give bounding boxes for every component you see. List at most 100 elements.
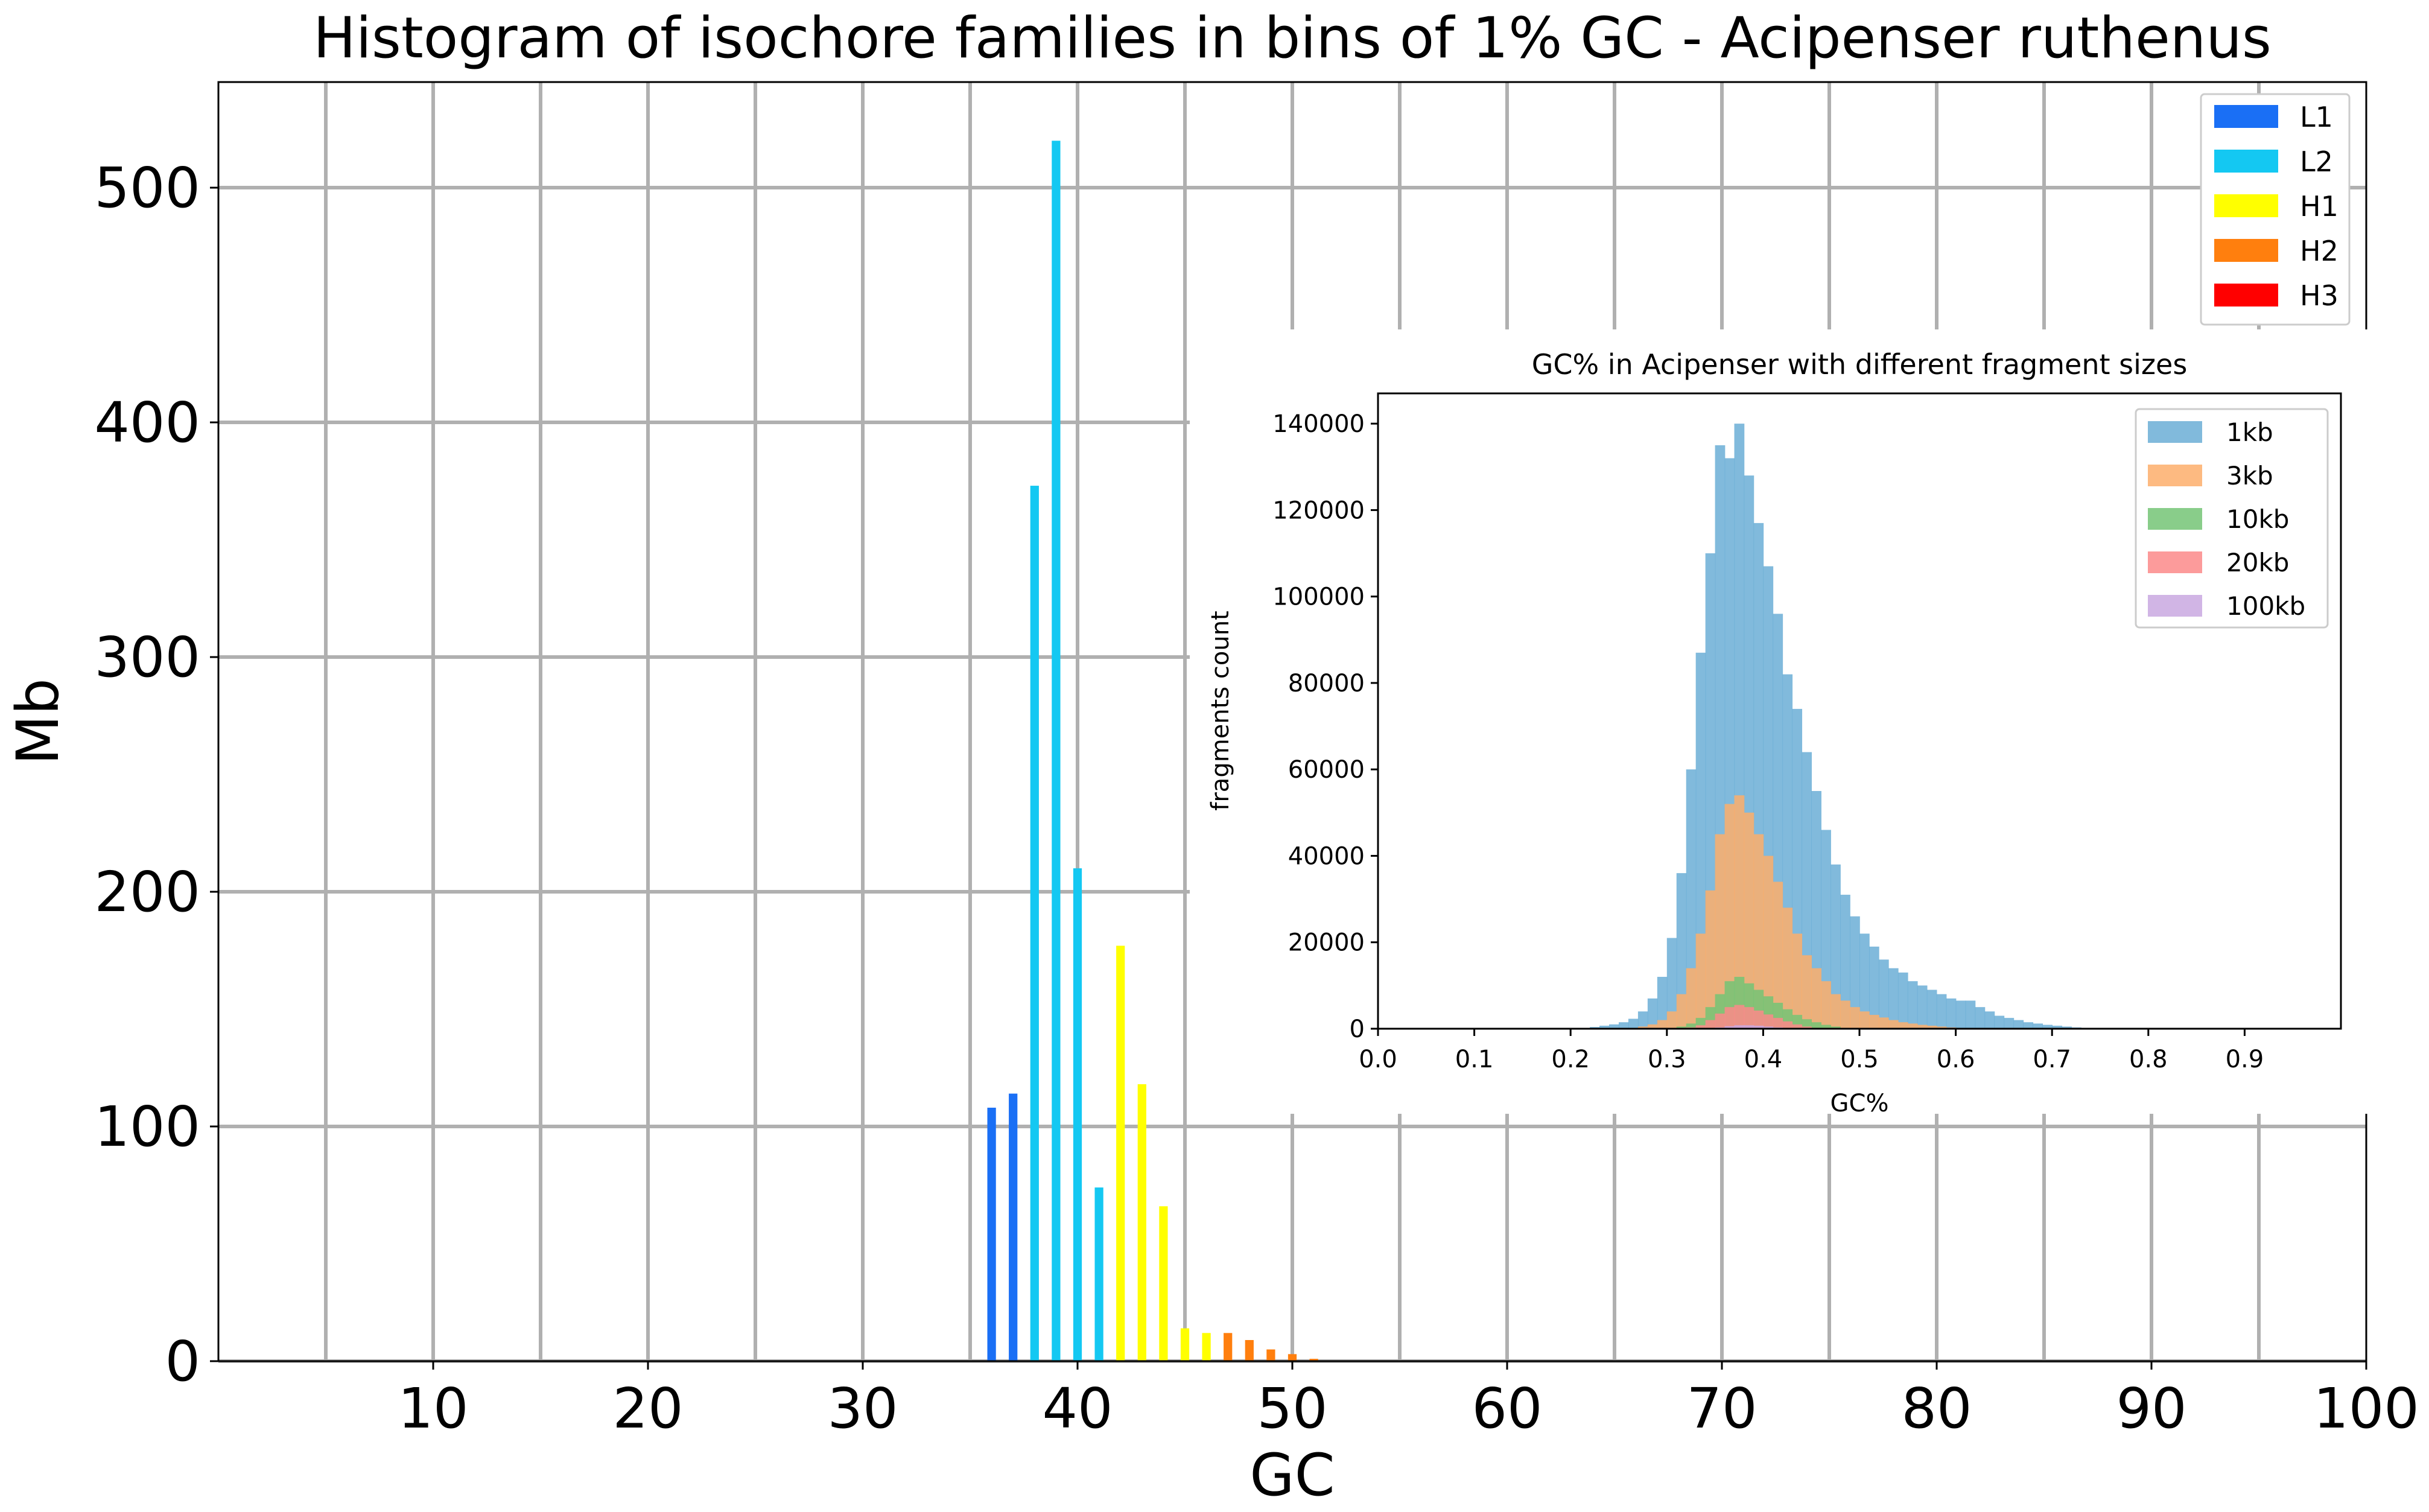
inset-bar-1kb: [1657, 977, 1668, 1029]
inset-bar-1kb: [1859, 933, 1870, 1029]
inset-bar-3kb: [1744, 812, 1754, 1029]
inset-bar-1kb: [1975, 1007, 1986, 1029]
inset-bar-1kb: [2062, 1026, 2072, 1029]
inset-bar-10kb: [1830, 1026, 1841, 1029]
main-x-tick-label: 30: [827, 1376, 898, 1441]
inset-bar-1kb: [1994, 1015, 2005, 1029]
main-bar-L2-39: [1052, 141, 1061, 1362]
inset-bar-20kb: [1744, 1007, 1754, 1029]
inset-bar-20kb: [1792, 1024, 1803, 1029]
inset-bar-3kb: [1811, 968, 1821, 1029]
main-bar-L1-36: [987, 1107, 996, 1361]
inset-legend-swatch-100kb: [2148, 595, 2202, 617]
inset-legend-label-100kb: 100kb: [2226, 591, 2305, 621]
inset-bar-1kb: [2042, 1024, 2053, 1029]
main-bar-L2-41: [1094, 1187, 1103, 1361]
inset-bar-3kb: [1917, 1024, 1928, 1029]
inset-bar-3kb: [1936, 1026, 1947, 1029]
inset-bar-1kb: [1926, 989, 1937, 1029]
inset-legend-label-10kb: 10kb: [2226, 504, 2289, 534]
inset-x-tick-label: 0.0: [1359, 1046, 1397, 1073]
inset-legend-swatch-3kb: [2148, 465, 2202, 486]
inset-bar-3kb: [1715, 834, 1726, 1029]
main-bar-H2-51: [1309, 1359, 1318, 1361]
inset-y-tick-label: 40000: [1288, 842, 1365, 870]
inset-bar-1kb: [1676, 873, 1687, 1029]
inset-bar-1kb: [1609, 1024, 1619, 1029]
inset-bar-1kb: [1965, 1000, 1976, 1029]
inset-bar-1kb: [1888, 968, 1899, 1029]
inset-x-tick-label: 0.1: [1455, 1046, 1494, 1073]
inset-x-tick-label: 0.7: [2033, 1046, 2071, 1073]
inset-bar-3kb: [1666, 1011, 1677, 1029]
inset-bar-100kb: [1724, 1026, 1735, 1029]
main-x-tick-label: 60: [1472, 1376, 1542, 1441]
inset-x-axis-label: GC%: [1830, 1090, 1889, 1117]
inset-bar-20kb: [1734, 1005, 1745, 1029]
inset-bar-3kb: [1821, 981, 1831, 1029]
inset-bar-3kb: [1926, 1025, 1937, 1029]
inset-bar-3kb: [1686, 968, 1697, 1029]
main-bar-H2-47: [1224, 1333, 1233, 1361]
main-legend-label-L1: L1: [2300, 101, 2333, 133]
main-legend-label-H2: H2: [2300, 235, 2339, 267]
inset-legend-swatch-20kb: [2148, 551, 2202, 573]
inset-bar-100kb: [1763, 1026, 1774, 1029]
inset-bar-3kb: [1773, 881, 1783, 1029]
inset-bar-1kb: [2013, 1020, 2024, 1029]
main-x-tick-label: 20: [612, 1376, 683, 1441]
inset-legend-label-3kb: 3kb: [2226, 461, 2273, 491]
inset-x-tick-label: 0.5: [1840, 1046, 1879, 1073]
inset-bar-20kb: [1695, 1025, 1706, 1029]
inset-bar-3kb: [1657, 1020, 1668, 1029]
inset-bar-3kb: [1802, 955, 1812, 1029]
inset-bar-1kb: [1666, 938, 1677, 1029]
main-legend-label-H3: H3: [2300, 279, 2339, 312]
inset-legend-swatch-1kb: [2148, 421, 2202, 443]
inset-bar-1kb: [2004, 1018, 2015, 1029]
main-y-axis-label: Mb: [4, 678, 72, 765]
inset-bar-1kb: [1917, 985, 1928, 1029]
main-x-tick-label: 10: [398, 1376, 468, 1441]
main-bar-L2-38: [1030, 486, 1039, 1361]
inset-bar-10kb: [1686, 1023, 1697, 1029]
inset-bar-100kb: [1734, 1025, 1745, 1029]
inset-bar-10kb: [1821, 1024, 1831, 1029]
inset-bar-1kb: [1647, 998, 1658, 1029]
inset-bar-100kb: [1744, 1025, 1754, 1029]
inset-bar-1kb: [1869, 946, 1879, 1029]
inset-y-tick-label: 20000: [1288, 929, 1365, 957]
main-x-tick-label: 50: [1257, 1376, 1327, 1441]
main-x-tick-label: 80: [1901, 1376, 1972, 1441]
inset-bar-3kb: [1705, 890, 1716, 1029]
main-legend: L1 L2 H1 H2 H3: [2200, 93, 2351, 326]
inset-bar-20kb: [1715, 1013, 1726, 1029]
inset-bar-1kb: [1946, 998, 1957, 1029]
main-legend-swatch-L1: [2214, 105, 2278, 128]
inset-y-tick-label: 60000: [1288, 756, 1365, 784]
inset-bar-3kb: [1830, 994, 1841, 1029]
inset-bar-3kb: [1724, 804, 1735, 1029]
inset-x-tick-label: 0.9: [2226, 1046, 2264, 1073]
inset-bar-3kb: [1734, 795, 1745, 1029]
main-y-tick-label: 500: [94, 156, 200, 220]
inset-bar-1kb: [2052, 1025, 2062, 1029]
inset-bar-20kb: [1753, 1010, 1764, 1029]
main-bar-H1-43: [1137, 1084, 1146, 1361]
inset-bar-1kb: [1619, 1022, 1629, 1029]
inset-x-tick-label: 0.4: [1744, 1046, 1783, 1073]
inset-bar-3kb: [1888, 1020, 1899, 1029]
inset-x-tick-label: 0.2: [1551, 1046, 1590, 1073]
main-y-tick-label: 200: [94, 860, 200, 924]
main-y-tick-label: 400: [94, 390, 200, 455]
inset-ticks: 0.0 0.1 0.2 0.3 0.4 0.5 0.6 0.7 0.8 0.9 0 20000 4000…: [1272, 410, 2264, 1073]
inset-bar-1kb: [1936, 994, 1947, 1029]
inset-bar-10kb: [1676, 1026, 1687, 1029]
main-y-tick-label: 300: [94, 625, 200, 690]
main-ticks: 10 20 30 40 50 60 70 80 90 100 0 100 200 300 400 500: [94, 156, 2419, 1441]
inset-y-tick-label: 100000: [1272, 583, 1365, 611]
main-bar-H1-42: [1116, 945, 1125, 1361]
inset-bar-1kb: [1850, 916, 1860, 1029]
main-y-tick-label: 0: [165, 1329, 200, 1394]
